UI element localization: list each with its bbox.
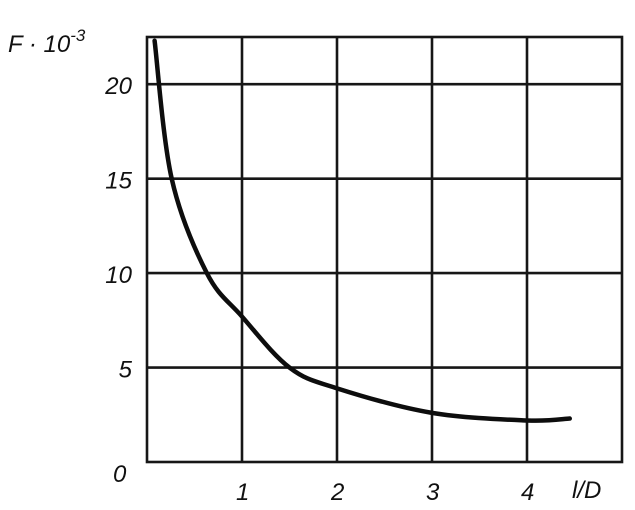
x-tick-label: 2 xyxy=(330,479,344,506)
series-line xyxy=(152,38,572,423)
x-tick-label: 3 xyxy=(426,479,440,506)
x-tick-label: 1 xyxy=(236,479,249,506)
y-tick-label: 5 xyxy=(119,357,133,384)
origin-label: 0 xyxy=(113,461,127,488)
y-axis-label-exponent: -3 xyxy=(70,26,86,45)
y-tick-label: 20 xyxy=(104,73,132,100)
x-tick-label: 4 xyxy=(521,479,534,506)
grid xyxy=(145,35,624,464)
y-tick-label: 10 xyxy=(105,262,132,289)
y-axis-label: F · 10-3 xyxy=(8,26,86,58)
y-tick-label: 15 xyxy=(105,168,132,195)
plot-frame xyxy=(145,35,624,464)
x-axis-label: l/D xyxy=(572,477,601,504)
